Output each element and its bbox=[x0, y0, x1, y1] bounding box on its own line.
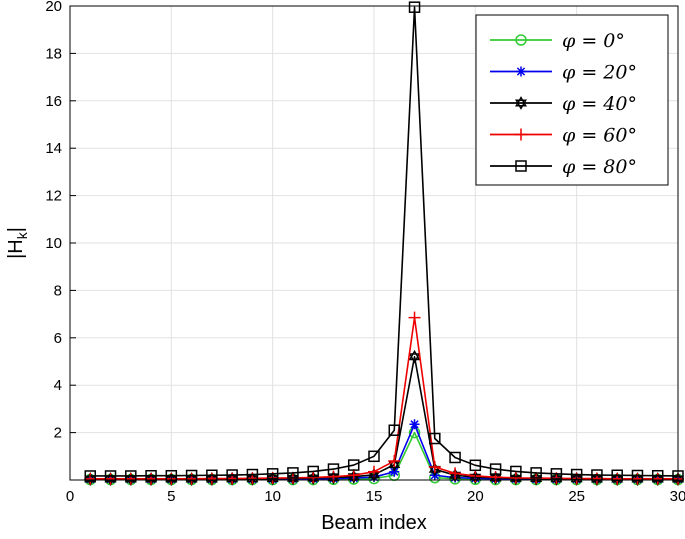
x-axis-ticks: 0 5 10 15 20 25 30 bbox=[66, 474, 685, 505]
data-point bbox=[530, 467, 542, 479]
data-point bbox=[449, 467, 462, 480]
legend-marker bbox=[515, 160, 527, 172]
y-tick-label: 8 bbox=[54, 282, 62, 299]
data-point bbox=[327, 463, 340, 475]
data-point bbox=[389, 466, 400, 477]
x-tick-label: 5 bbox=[167, 488, 175, 505]
data-point bbox=[651, 472, 664, 485]
legend-marker bbox=[515, 34, 527, 46]
data-point bbox=[489, 463, 502, 475]
y-tick-label: 4 bbox=[54, 377, 62, 394]
legend-label: φ = 40° bbox=[562, 93, 637, 115]
data-point bbox=[388, 424, 401, 436]
data-point bbox=[408, 349, 421, 361]
data-point bbox=[428, 460, 441, 473]
data-point bbox=[327, 470, 340, 483]
data-point-part bbox=[408, 353, 421, 364]
data-point bbox=[165, 469, 178, 482]
data-point bbox=[469, 459, 482, 472]
data-point bbox=[124, 472, 137, 485]
data-point bbox=[449, 451, 461, 464]
data-point bbox=[125, 470, 137, 482]
data-point bbox=[388, 457, 401, 469]
y-tick-label: 10 bbox=[45, 235, 62, 252]
data-point bbox=[408, 1, 421, 13]
series-4 bbox=[84, 1, 684, 482]
legend-marker-part bbox=[515, 99, 527, 110]
data-point bbox=[307, 471, 320, 484]
legend-marker bbox=[516, 66, 526, 77]
data-point bbox=[509, 471, 522, 484]
data-point bbox=[287, 467, 299, 479]
y-tick-label: 2 bbox=[54, 425, 62, 442]
data-point bbox=[510, 465, 522, 478]
legend-item: φ = 60° bbox=[490, 125, 637, 147]
legend: φ = 0° φ = 20° φ = 40° φ = 60° φ = 80° bbox=[475, 14, 669, 186]
y-tick-label: 16 bbox=[45, 93, 62, 110]
legend-marker bbox=[515, 96, 527, 107]
x-tick-label: 0 bbox=[66, 488, 74, 505]
data-point bbox=[429, 432, 441, 445]
data-point bbox=[409, 419, 420, 430]
legend-label: φ = 80° bbox=[562, 156, 637, 178]
x-tick-label: 10 bbox=[264, 488, 281, 505]
data-point bbox=[368, 450, 380, 463]
legend-item: φ = 40° bbox=[490, 93, 637, 115]
legend-label: φ = 20° bbox=[562, 62, 637, 84]
x-tick-label: 15 bbox=[366, 488, 383, 505]
legend-label: φ = 0° bbox=[562, 30, 625, 52]
series-line bbox=[90, 6, 679, 477]
y-axis-ticks: 2 4 6 8 10 12 14 16 18 20 bbox=[45, 0, 76, 442]
y-tick-label: 18 bbox=[45, 45, 62, 62]
data-point bbox=[145, 472, 158, 485]
data-point bbox=[550, 468, 563, 480]
data-point bbox=[84, 472, 97, 485]
legend-item: φ = 20° bbox=[490, 62, 637, 84]
legend-label: φ = 60° bbox=[562, 125, 637, 147]
grid-lines bbox=[69, 5, 679, 480]
x-tick-label: 20 bbox=[467, 488, 484, 505]
y-tick-label: 12 bbox=[45, 188, 62, 205]
data-point bbox=[307, 465, 319, 478]
x-axis-label: Beam index bbox=[321, 512, 427, 534]
legend-marker bbox=[515, 128, 527, 141]
y-tick-label: 14 bbox=[45, 140, 62, 157]
x-tick-label: 30 bbox=[670, 488, 685, 505]
data-point bbox=[104, 472, 117, 485]
legend-item: φ = 0° bbox=[490, 30, 625, 52]
y-tick-label: 20 bbox=[45, 0, 62, 15]
data-point bbox=[651, 469, 664, 482]
legend-item: φ = 80° bbox=[490, 156, 637, 178]
legend-box bbox=[475, 14, 669, 186]
y-axis-label: |Hk| bbox=[5, 227, 30, 259]
data-point bbox=[408, 311, 421, 324]
y-tick-label: 6 bbox=[54, 330, 62, 347]
x-tick-label: 25 bbox=[568, 488, 585, 505]
data-point bbox=[388, 455, 401, 468]
data-point bbox=[84, 470, 97, 482]
data-point bbox=[347, 469, 360, 482]
data-point bbox=[489, 471, 502, 484]
data-point bbox=[145, 469, 157, 482]
data-point bbox=[104, 470, 117, 482]
data-point bbox=[347, 459, 360, 471]
